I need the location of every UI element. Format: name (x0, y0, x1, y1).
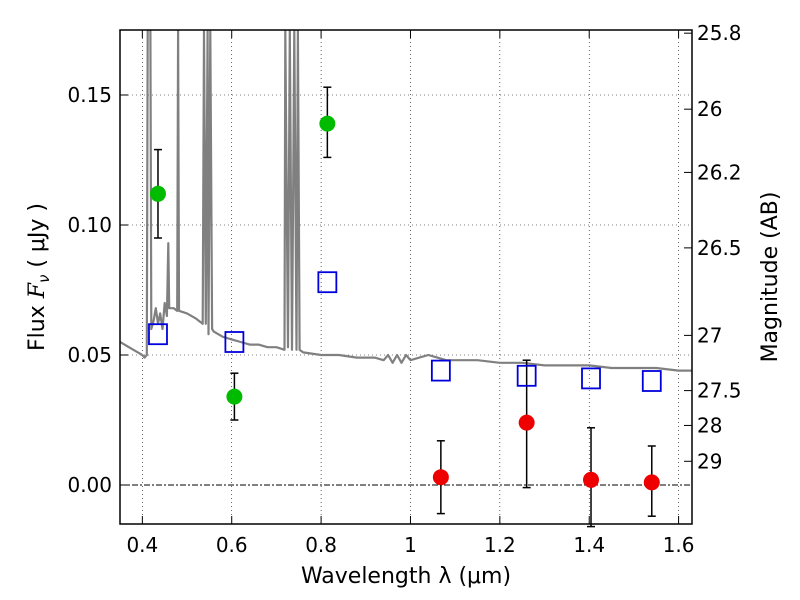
detection-point (226, 388, 243, 405)
x-tick-label: 0.4 (126, 533, 158, 557)
y2-tick-label: 27 (697, 323, 722, 347)
x-tick-label: 1.4 (573, 533, 605, 557)
model-spectrum-line (120, 30, 692, 372)
y2-tick-label: 29 (697, 449, 722, 473)
model-photometry-square (516, 364, 537, 387)
y-axis-label: Flux Fν ( μJy ) (25, 203, 53, 351)
y-tick-label: 0.10 (67, 213, 112, 237)
model-photometry-square (148, 323, 168, 346)
y-tick-label: 0.15 (67, 83, 112, 107)
y-tick-label: 0.00 (67, 473, 112, 497)
detection-point (149, 185, 166, 202)
x-axis-label: Wavelength λ (μm) (301, 564, 511, 589)
y2-tick-label: 27.5 (697, 379, 742, 403)
model-photometry-square (224, 331, 245, 353)
x-tick-label: 1.6 (663, 533, 695, 557)
y2-tick-label: 25.8 (697, 21, 742, 45)
plot-frame (119, 29, 693, 525)
y2-tick-label: 26 (697, 97, 722, 121)
y2-tick-label: 28 (697, 413, 722, 437)
marker-layer (148, 115, 662, 491)
non-detection-point (583, 471, 600, 488)
tick-layer: 0.4 0.6 0.8 1 1.2 1.4 1.6 0.00 0.05 0.10 0.15 25.8 2… (67, 21, 741, 557)
y-axis-label-prefix: Flux (25, 298, 50, 351)
non-detection-point (432, 469, 449, 486)
x-tick-label: 1 (404, 533, 417, 557)
y2-tick-label: 26.5 (697, 236, 742, 260)
non-detection-point (518, 414, 535, 431)
y-axis-label-subscript: ν (35, 275, 53, 283)
y-axis-label-suffix: ( μJy ) (25, 203, 50, 275)
x-tick-label: 0.8 (305, 533, 337, 557)
model-photometry-square (317, 271, 338, 294)
y2-tick-label: 26.2 (697, 160, 742, 184)
secondary-y-axis-label: Magnitude (AB) (758, 192, 783, 363)
x-tick-label: 1.2 (484, 533, 516, 557)
model-spectrum-layer (120, 30, 692, 372)
model-photometry-square (641, 370, 662, 392)
y-axis-label-symbol: F (25, 282, 50, 299)
detection-point (319, 115, 336, 132)
x-tick-label: 0.6 (216, 533, 248, 557)
errorbar-layer (153, 86, 656, 528)
y-tick-label: 0.05 (67, 343, 112, 367)
model-photometry-square (430, 359, 451, 382)
model-photometry-square (581, 367, 601, 390)
non-detection-point (643, 474, 660, 491)
